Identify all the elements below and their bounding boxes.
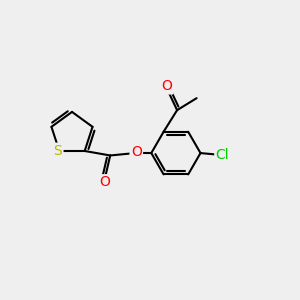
Text: Cl: Cl xyxy=(216,148,229,162)
Text: O: O xyxy=(161,79,172,93)
Text: S: S xyxy=(53,144,62,158)
Text: O: O xyxy=(99,176,110,190)
Text: O: O xyxy=(131,145,142,159)
